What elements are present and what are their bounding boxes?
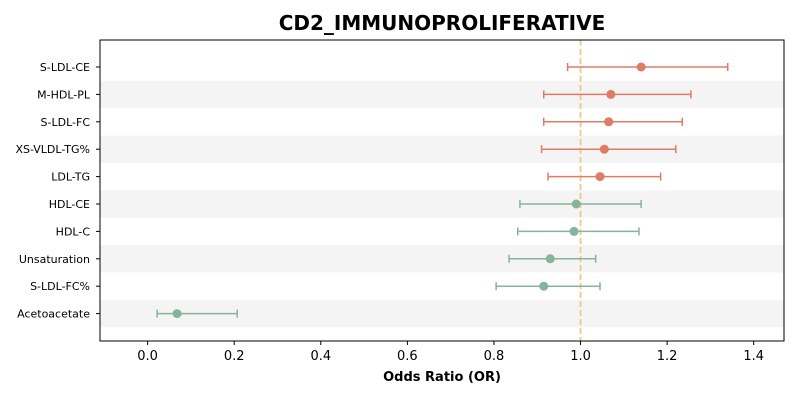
point-xs-vldl-tg-pct — [599, 144, 609, 154]
row-stripe — [100, 135, 784, 163]
y-tick-label-m-hdl-pl: M-HDL-PL — [37, 88, 91, 101]
x-tick-label: 1.4 — [743, 349, 764, 364]
x-tick-label: 1.2 — [657, 349, 678, 364]
x-tick-label: 0.4 — [310, 349, 331, 364]
x-axis-label: Odds Ratio (OR) — [383, 370, 501, 385]
y-tick-label-unsaturation: Unsaturation — [19, 253, 90, 266]
y-tick-label-acetoacetate: Acetoacetate — [17, 308, 90, 321]
y-tick-label-hdl-c: HDL-C — [56, 225, 91, 238]
y-tick-label-xs-vldl-tg-pct: XS-VLDL-TG% — [15, 143, 90, 156]
point-m-hdl-pl — [606, 89, 616, 99]
x-tick-label: 0.6 — [397, 349, 418, 364]
point-s-ldl-ce — [636, 62, 646, 72]
y-tick-label-s-ldl-ce: S-LDL-CE — [40, 61, 90, 74]
chart-title: CD2_IMMUNOPROLIFERATIVE — [279, 11, 606, 35]
x-tick-label: 0.2 — [224, 349, 245, 364]
y-tick-label-s-ldl-fc: S-LDL-FC — [41, 116, 91, 129]
y-tick-label-s-ldl-fc-pct: S-LDL-FC% — [30, 280, 90, 293]
x-tick-label: 0.0 — [137, 349, 158, 364]
point-unsaturation — [545, 254, 555, 264]
plot-frame — [99, 39, 785, 342]
point-hdl-ce — [571, 199, 581, 209]
x-tick-label: 1.0 — [570, 349, 591, 364]
y-tick-label-hdl-ce: HDL-CE — [49, 198, 90, 211]
x-axis: 0.0 0.2 0.4 0.6 0.8 1.0 1.2 1.4 — [137, 341, 764, 364]
point-hdl-c — [569, 226, 579, 236]
point-s-ldl-fc-pct — [539, 281, 549, 291]
row-stripes — [100, 80, 784, 328]
row-stripe — [100, 245, 784, 273]
x-tick-label: 0.8 — [484, 349, 505, 364]
row-stripe — [100, 190, 784, 218]
point-ldl-tg — [595, 172, 605, 182]
y-tick-label-ldl-tg: LDL-TG — [51, 171, 90, 184]
point-acetoacetate — [172, 309, 182, 319]
y-axis: S-LDL-CE M-HDL-PL S-LDL-FC XS-VLDL-TG% LDL-T… — [15, 61, 100, 321]
point-s-ldl-fc — [604, 117, 614, 127]
data-marks — [156, 62, 729, 319]
